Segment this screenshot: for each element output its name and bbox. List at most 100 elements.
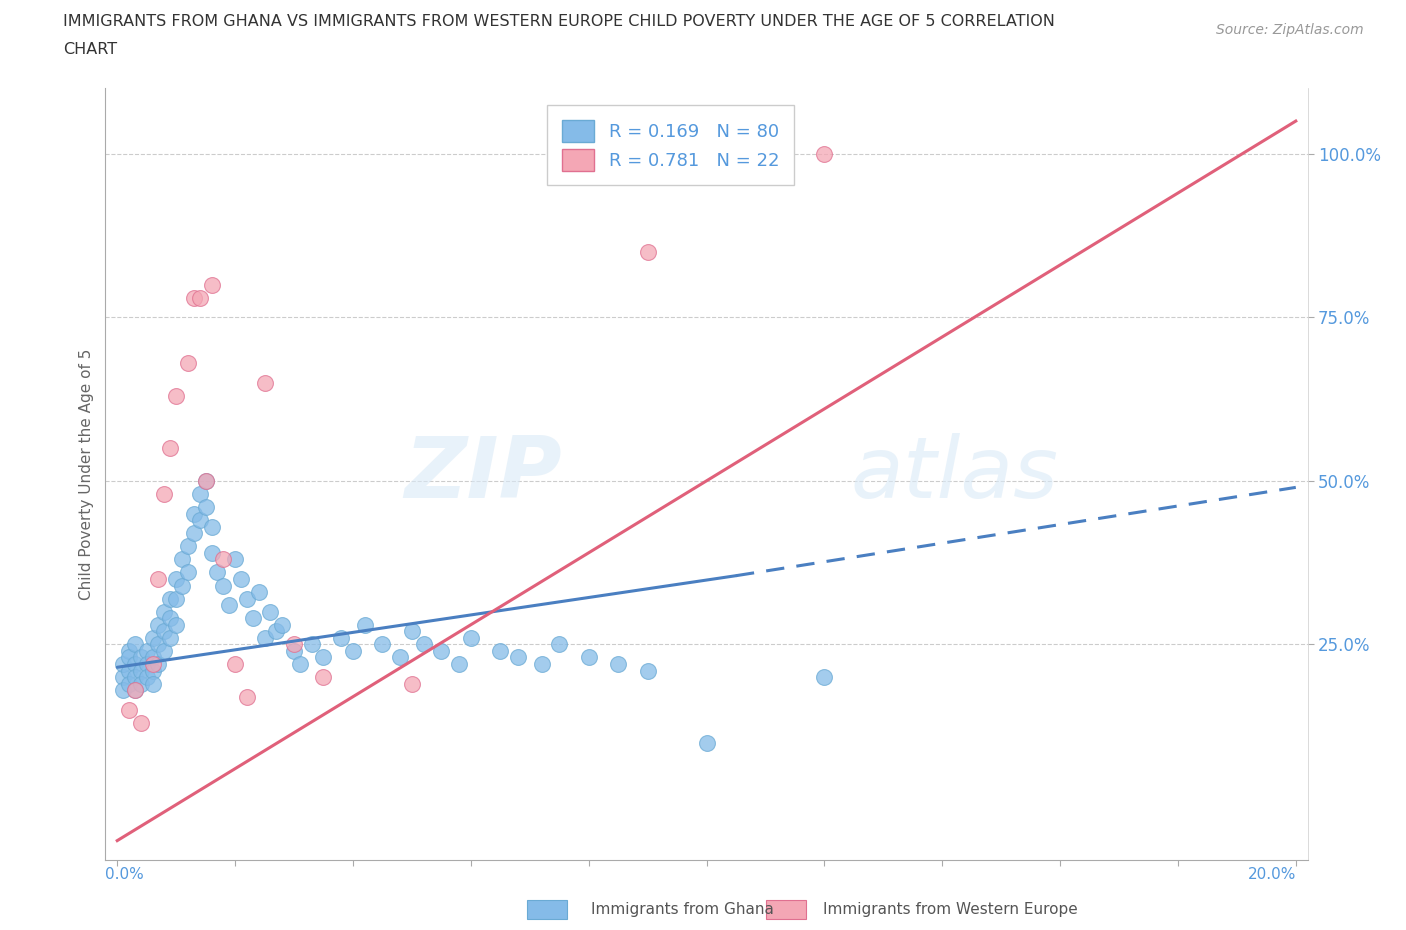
Point [236,689,259,704]
Point [236,591,259,606]
Point [489,644,512,658]
Point [247,585,270,600]
Point [813,670,835,684]
Point [389,650,412,665]
Y-axis label: Child Poverty Under the Age of 5: Child Poverty Under the Age of 5 [79,349,94,600]
Point [224,657,246,671]
Point [212,578,235,593]
Point [259,604,281,619]
Point [153,604,176,619]
Point [183,506,205,521]
Point [148,637,170,652]
Point [578,650,600,665]
Point [200,519,222,534]
Point [530,657,553,671]
Point [135,670,157,684]
Point [224,551,246,566]
Point [135,644,157,658]
Text: atlas: atlas [851,432,1059,516]
Text: 20.0%: 20.0% [1247,867,1296,882]
Point [637,663,659,678]
Point [813,146,835,161]
Point [153,624,176,639]
Point [207,565,229,580]
Point [447,657,470,671]
Point [401,624,423,639]
Point [124,683,146,698]
Point [118,702,141,717]
Point [118,676,141,691]
Point [200,277,222,292]
Point [142,657,165,671]
Text: 0.0%: 0.0% [105,867,145,882]
Text: IMMIGRANTS FROM GHANA VS IMMIGRANTS FROM WESTERN EUROPE CHILD POVERTY UNDER THE : IMMIGRANTS FROM GHANA VS IMMIGRANTS FROM… [63,14,1054,29]
Point [129,676,152,691]
Point [218,598,240,613]
Text: Source: ZipAtlas.com: Source: ZipAtlas.com [1216,23,1364,37]
Text: Immigrants from Western Europe: Immigrants from Western Europe [823,902,1077,917]
Point [159,441,181,456]
Point [253,376,276,391]
Point [112,670,135,684]
Point [148,657,170,671]
Point [283,644,305,658]
Point [188,512,211,527]
Point [124,670,146,684]
Point [170,578,193,593]
Point [159,591,181,606]
Point [312,650,335,665]
Point [170,551,193,566]
Point [229,572,252,587]
Point [165,591,187,606]
Point [159,631,181,645]
Point [165,618,187,632]
Point [194,473,217,488]
Point [165,389,187,404]
Point [212,551,235,566]
Point [159,611,181,626]
Text: ZIP: ZIP [405,432,562,516]
Point [342,644,364,658]
Text: Immigrants from Ghana: Immigrants from Ghana [591,902,773,917]
Point [607,657,630,671]
Point [183,525,205,540]
Point [112,683,135,698]
Point [165,572,187,587]
Legend: R = 0.169   N = 80, R = 0.781   N = 22: R = 0.169 N = 80, R = 0.781 N = 22 [547,105,793,185]
Point [266,624,288,639]
Point [301,637,323,652]
Point [288,657,311,671]
Point [177,355,200,370]
Point [129,663,152,678]
Point [194,473,217,488]
Point [460,631,482,645]
Point [330,631,353,645]
Point [118,650,141,665]
Point [129,650,152,665]
Point [148,572,170,587]
Point [200,545,222,560]
Point [637,245,659,259]
Point [142,650,165,665]
Point [148,618,170,632]
Point [271,618,294,632]
Point [177,538,200,553]
Point [124,683,146,698]
Point [506,650,529,665]
Point [188,486,211,501]
Point [371,637,394,652]
Point [401,676,423,691]
Point [188,290,211,305]
Point [253,631,276,645]
Point [112,657,135,671]
Point [129,715,152,730]
Point [118,663,141,678]
Point [548,637,571,652]
Point [183,290,205,305]
Point [412,637,434,652]
Point [118,644,141,658]
Point [124,657,146,671]
Point [312,670,335,684]
Point [142,663,165,678]
Point [142,676,165,691]
